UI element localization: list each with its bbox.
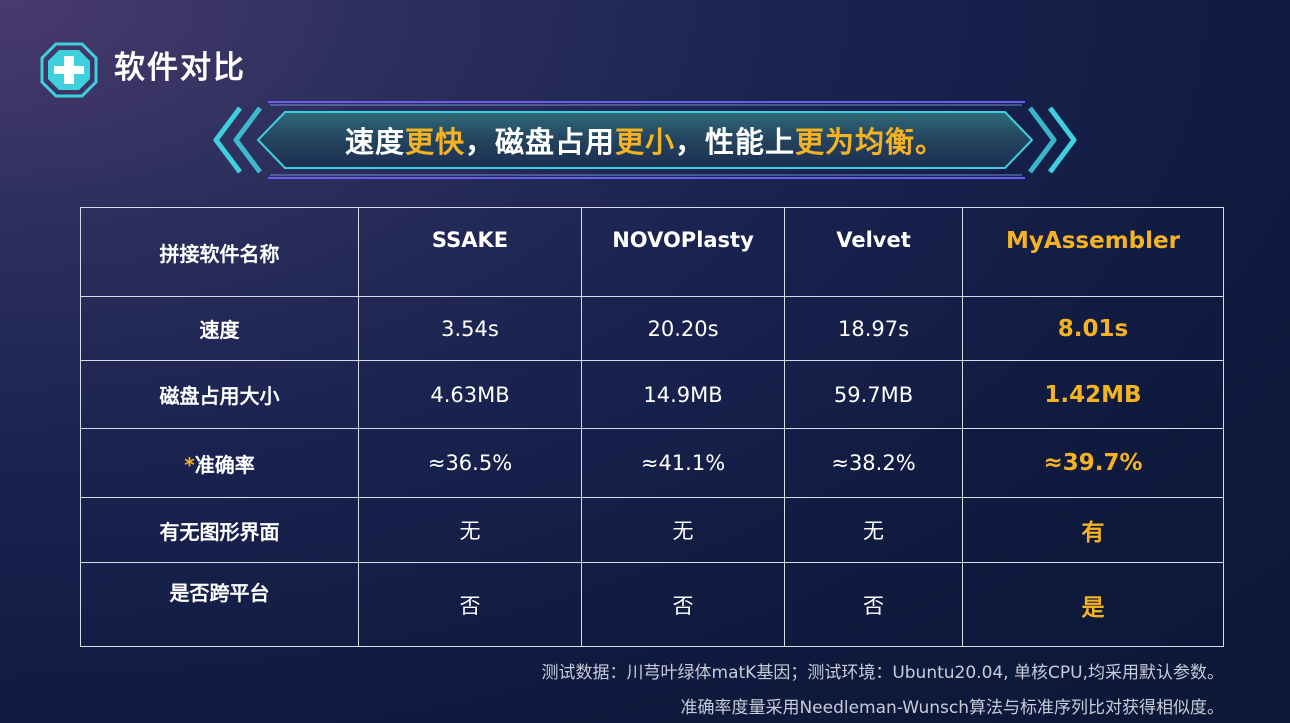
headline-highlight-1: 更快: [404, 125, 465, 159]
table-cell: 否: [358, 562, 582, 647]
table-cell-highlight: 8.01s: [962, 296, 1224, 361]
table-cell: 18.97s: [784, 296, 963, 361]
row-label: 有无图形界面: [80, 497, 359, 563]
table-cell-highlight: 有: [962, 497, 1224, 563]
double-chevron-right-icon: [1028, 106, 1077, 174]
table-cell: 20.20s: [581, 296, 785, 361]
headline-seg-2: ，磁盘占用: [464, 125, 615, 159]
table-cell: ≈41.1%: [581, 428, 785, 498]
column-header-highlight: MyAssembler: [962, 207, 1224, 297]
table-header-row: 拼接软件名称 SSAKE NOVOPlasty Velvet MyAssembl…: [80, 207, 1224, 297]
row-label: 磁盘占用大小: [80, 360, 359, 429]
table-row: *准确率 ≈36.5% ≈41.1% ≈38.2% ≈39.7%: [80, 428, 1224, 498]
row-label: 是否跨平台: [80, 562, 359, 647]
row-label-text: 准确率: [194, 452, 255, 477]
column-header: NOVOPlasty: [581, 207, 785, 297]
table-cell: 59.7MB: [784, 360, 963, 429]
table-cell: 无: [581, 497, 785, 563]
row-label: *准确率: [80, 428, 359, 498]
headline-banner: 速度更快，磁盘占用更小，性能上更为均衡。: [210, 98, 1080, 182]
table-cell: 4.63MB: [358, 360, 582, 429]
column-header: Velvet: [784, 207, 963, 297]
table-cell: 否: [581, 562, 785, 647]
table-cell: ≈36.5%: [358, 428, 582, 498]
page-title: 软件对比: [114, 50, 246, 86]
headline-text: 速度更快，磁盘占用更小，性能上更为均衡。: [210, 122, 1080, 162]
table-cell-highlight: 1.42MB: [962, 360, 1224, 429]
headline-seg-1: 速度: [344, 125, 405, 159]
column-header: SSAKE: [358, 207, 582, 297]
table-row: 速度 3.54s 20.20s 18.97s 8.01s: [80, 296, 1224, 361]
footnote-accuracy-method: 准确率度量采用Needleman-Wunsch算法与标准序列比对获得相似度。: [680, 698, 1224, 718]
corner-header: 拼接软件名称: [80, 207, 359, 297]
headline-seg-3: ，性能上: [675, 125, 796, 159]
table-row: 是否跨平台 否 否 否 是: [80, 562, 1224, 647]
headline-period: 。: [915, 125, 946, 159]
row-label: 速度: [80, 296, 359, 361]
table-row: 磁盘占用大小 4.63MB 14.9MB 59.7MB 1.42MB: [80, 360, 1224, 429]
table-cell: 14.9MB: [581, 360, 785, 429]
table-cell: 无: [358, 497, 582, 563]
table-cell: 3.54s: [358, 296, 582, 361]
double-chevron-left-icon: [213, 106, 262, 174]
comparison-table: 拼接软件名称 SSAKE NOVOPlasty Velvet MyAssembl…: [80, 207, 1224, 647]
table-row: 有无图形界面 无 无 无 有: [80, 497, 1224, 563]
table-cell-highlight: 是: [962, 562, 1224, 647]
asterisk-mark: *: [184, 452, 195, 477]
table-cell: 否: [784, 562, 963, 647]
headline-highlight-3: 更为均衡: [795, 125, 916, 159]
medical-cross-icon: [40, 42, 98, 98]
headline-highlight-2: 更小: [614, 125, 675, 159]
footnote-test-setup: 测试数据：川芎叶绿体matK基因；测试环境：Ubuntu20.04, 单核CPU…: [541, 663, 1224, 683]
table-cell-highlight: ≈39.7%: [962, 428, 1224, 498]
table-cell: 无: [784, 497, 963, 563]
table-cell: ≈38.2%: [784, 428, 963, 498]
